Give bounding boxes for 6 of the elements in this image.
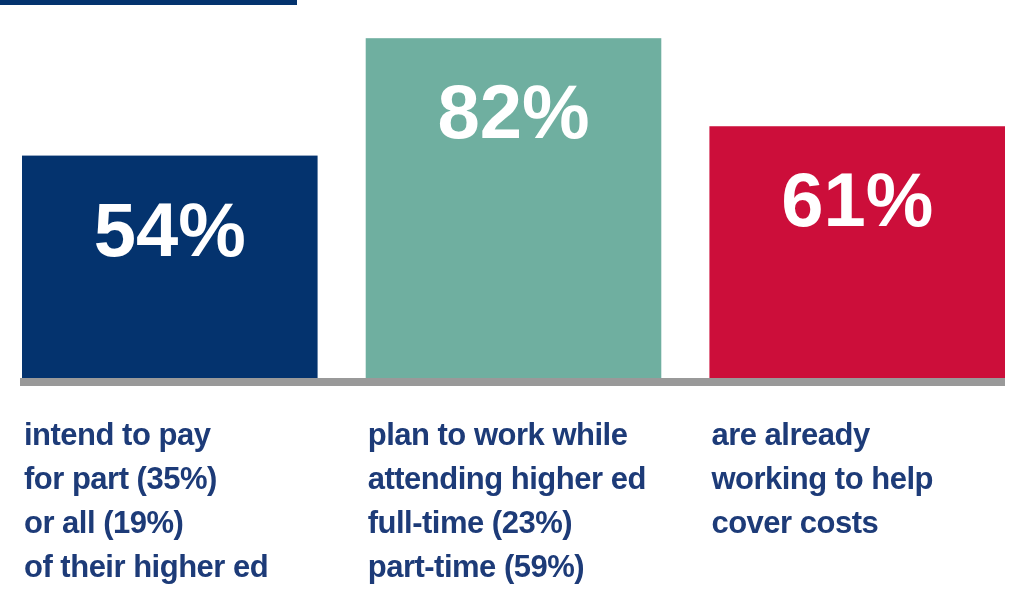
x-tick-label: intend to pay for part (35%) or all (19%) of their higher ed — [24, 417, 269, 584]
data-label: 61% — [781, 157, 934, 243]
data-label: 82% — [437, 69, 590, 155]
x-tick-label: are already working to help cover costs — [710, 417, 933, 540]
x-tick-label: plan to work while attending higher ed full-time (23%) part-time (59%) — [367, 417, 646, 584]
data-label: 54% — [93, 186, 246, 272]
